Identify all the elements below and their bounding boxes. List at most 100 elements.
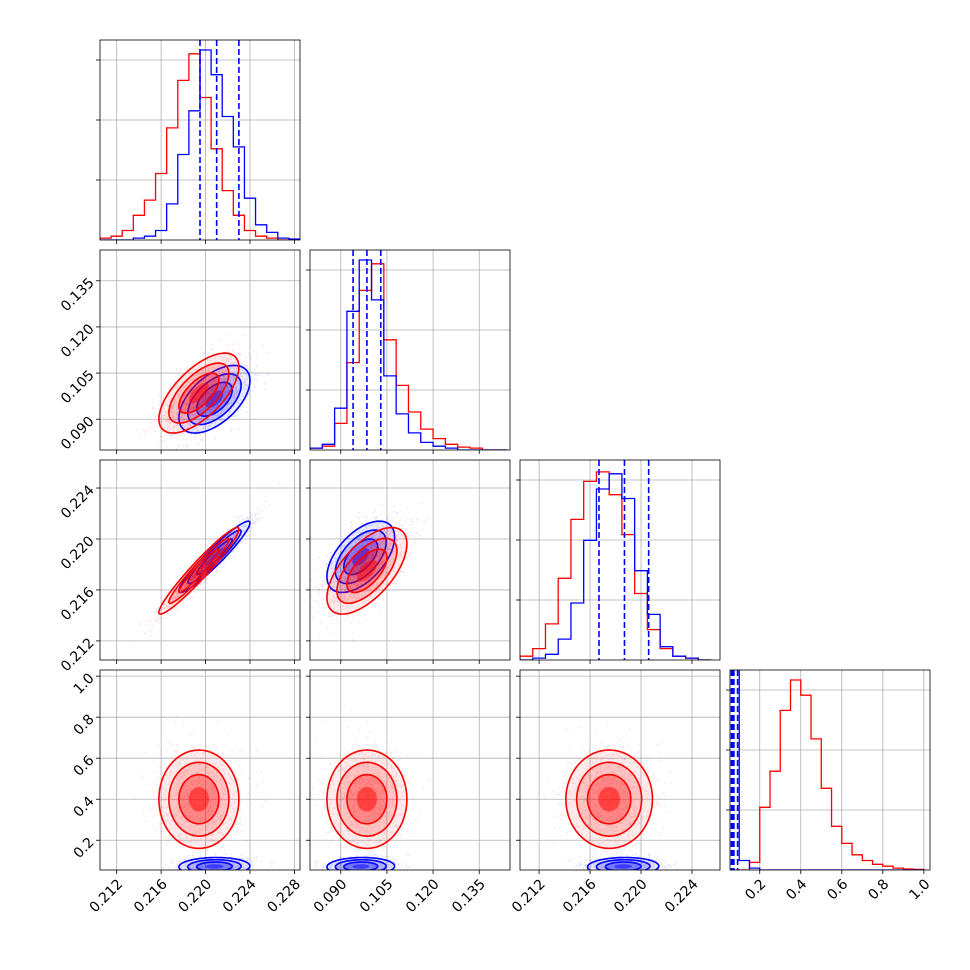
- axes-frame: [309, 249, 511, 451]
- histogram-panel-1: [310, 250, 507, 450]
- y-tick-label: 0.135: [58, 275, 98, 315]
- histogram-panel-0: [100, 40, 300, 240]
- density-fill-blue: [205, 390, 224, 408]
- contour-red: [346, 548, 388, 594]
- x-tick-label: 0.212: [509, 876, 549, 916]
- axes-frame: [99, 249, 301, 451]
- contour-blue: [326, 856, 396, 870]
- x-tick-label: 0.220: [176, 876, 216, 916]
- contour-blue: [195, 381, 234, 417]
- contour-red: [565, 749, 654, 850]
- histogram-panel-2: [520, 460, 712, 660]
- x-tick-label: 0.212: [87, 876, 127, 916]
- contour-red: [586, 773, 632, 825]
- contour-red: [346, 773, 388, 825]
- x-tick-label: 0.224: [220, 876, 260, 916]
- x-tick-label: 0.135: [449, 876, 489, 916]
- scatter-panel-3-1: [310, 703, 433, 870]
- axes-frame: [309, 459, 511, 661]
- contour-red: [168, 362, 230, 424]
- histogram-red: [310, 263, 507, 450]
- y-tick-label: 0.224: [58, 482, 98, 522]
- y-tick-label: 0.4: [71, 794, 98, 821]
- scatter-panel-2-1: [310, 502, 428, 641]
- density-fill-blue: [205, 864, 224, 869]
- density-fill-red: [188, 560, 209, 582]
- contour-red: [158, 749, 240, 850]
- x-tick-label: 0.105: [357, 876, 397, 916]
- y-tick-label: 0.8: [71, 712, 98, 739]
- density-fill-red: [188, 383, 209, 404]
- y-tick-label: 0.2: [71, 835, 98, 862]
- contour-blue: [604, 861, 642, 870]
- contour-red: [178, 773, 220, 825]
- contour-red: [326, 749, 408, 850]
- y-tick-label: 1.0: [71, 670, 98, 697]
- density-fill-blue: [352, 864, 370, 869]
- contour-red: [575, 761, 643, 837]
- contour-red: [158, 526, 240, 615]
- contour-blue: [178, 364, 251, 434]
- contour-blue: [195, 861, 234, 870]
- contour-red: [336, 761, 398, 837]
- contour-red: [326, 526, 408, 615]
- density-fill-blue: [614, 864, 633, 869]
- axes-frame: [519, 459, 721, 661]
- density-fill-red: [356, 560, 377, 582]
- x-tick-label: 0.4: [783, 876, 810, 903]
- y-tick-label: 0.212: [58, 635, 98, 675]
- contour-red: [168, 761, 230, 837]
- histogram-blue: [310, 259, 507, 450]
- x-tick-label: 0.216: [560, 876, 600, 916]
- contour-blue: [586, 856, 660, 870]
- histogram-blue: [520, 473, 712, 660]
- x-tick-label: 1.0: [906, 876, 933, 903]
- histogram-red: [520, 471, 712, 660]
- x-tick-label: 0.2: [742, 876, 769, 903]
- contour-red: [178, 372, 220, 414]
- contour-red: [168, 537, 230, 605]
- contour-blue: [343, 861, 379, 870]
- density-fill-red: [188, 786, 209, 812]
- axes-frame: [99, 669, 301, 871]
- axes-frame: [519, 669, 721, 871]
- y-tick-label: 0.216: [58, 584, 98, 624]
- histogram-red: [730, 679, 925, 870]
- x-tick-label: 0.120: [403, 876, 443, 916]
- contour-blue: [186, 529, 242, 585]
- x-tick-label: 0.220: [611, 876, 651, 916]
- y-tick-label: 0.220: [58, 533, 98, 573]
- y-tick-label: 0.105: [58, 367, 98, 407]
- x-tick-label: 0.228: [264, 876, 304, 916]
- contour-blue: [595, 858, 651, 870]
- axes-frame: [729, 669, 931, 871]
- contour-red: [158, 352, 240, 434]
- scatter-points-red: [310, 703, 433, 870]
- contour-blue: [334, 858, 387, 870]
- density-fill-red: [598, 786, 620, 812]
- axes-frame: [99, 459, 301, 661]
- axes-frame: [309, 669, 511, 871]
- density-fill-blue: [352, 547, 370, 566]
- x-tick-label: 0.6: [824, 876, 851, 903]
- contour-blue: [186, 858, 242, 870]
- x-tick-label: 0.090: [311, 876, 351, 916]
- scatter-panel-2-0: [132, 482, 281, 647]
- x-tick-label: 0.8: [865, 876, 892, 903]
- contour-blue: [326, 520, 396, 594]
- histogram-blue: [738, 670, 924, 870]
- x-tick-label: 0.216: [131, 876, 171, 916]
- histogram-blue: [100, 49, 300, 240]
- histogram-panel-3: [730, 670, 925, 870]
- scatter-panel-3-0: [133, 715, 273, 870]
- y-tick-label: 0.6: [71, 752, 98, 779]
- density-fill-red: [356, 786, 377, 812]
- contour-red: [336, 537, 398, 605]
- histogram-red: [100, 53, 300, 240]
- scatter-panel-3-2: [544, 724, 679, 870]
- y-tick-label: 0.090: [58, 414, 98, 454]
- contour-blue: [178, 856, 251, 870]
- x-tick-label: 0.224: [662, 876, 702, 916]
- y-tick-label: 0.120: [58, 321, 98, 361]
